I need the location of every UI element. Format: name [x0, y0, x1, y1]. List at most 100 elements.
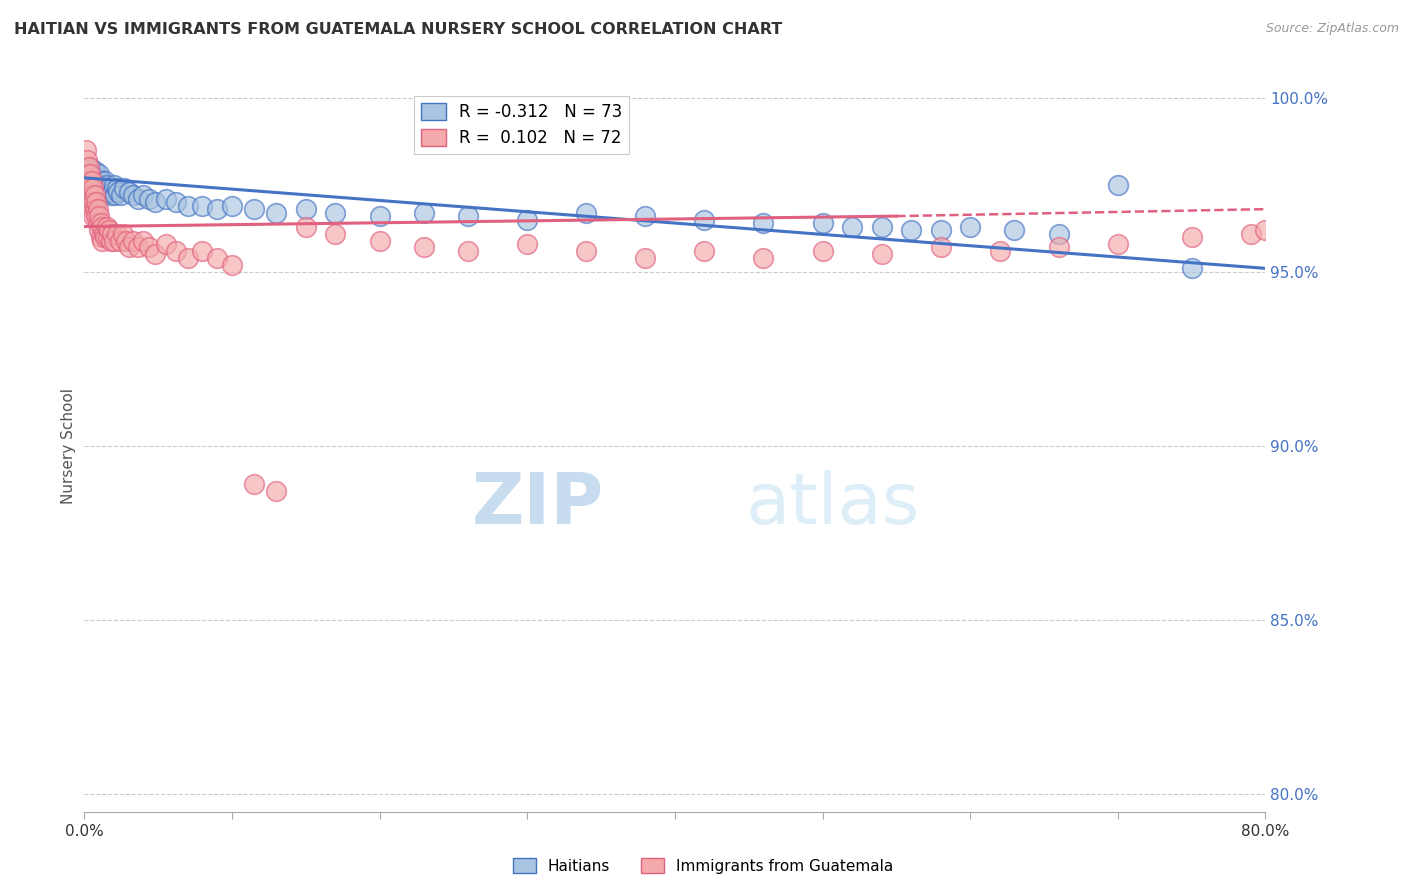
Point [82, 181, 104, 195]
Point [870, 219, 893, 234]
Point [155, 237, 177, 252]
Y-axis label: Nursery School: Nursery School [60, 388, 76, 504]
Point [870, 247, 893, 261]
Point [1181, 230, 1204, 244]
Point [138, 192, 160, 206]
Point [89, 167, 111, 181]
Point [693, 244, 716, 258]
Point [205, 251, 228, 265]
Point [104, 188, 127, 202]
Point [89, 178, 111, 192]
Point [89, 192, 111, 206]
Point [165, 195, 187, 210]
Point [90, 174, 112, 188]
Point [177, 199, 200, 213]
Point [165, 244, 187, 258]
Point [98, 223, 121, 237]
Point [122, 234, 145, 248]
Point [221, 199, 243, 213]
Point [83, 188, 105, 202]
Point [100, 188, 122, 202]
Point [83, 164, 105, 178]
Point [77, 181, 100, 195]
Legend: R = -0.312   N = 73, R =  0.102   N = 72: R = -0.312 N = 73, R = 0.102 N = 72 [413, 96, 628, 154]
Point [100, 234, 122, 248]
Point [221, 258, 243, 272]
Point [90, 185, 112, 199]
Point [988, 244, 1011, 258]
Point [84, 185, 107, 199]
Point [93, 181, 115, 195]
Point [77, 174, 100, 188]
Point [80, 188, 103, 202]
Point [457, 244, 479, 258]
Point [105, 227, 128, 241]
Point [90, 216, 112, 230]
Point [368, 234, 391, 248]
Point [79, 174, 101, 188]
Point [82, 181, 104, 195]
Point [143, 247, 166, 261]
Point [108, 234, 131, 248]
Point [127, 240, 149, 254]
Point [86, 181, 108, 195]
Point [97, 185, 120, 199]
Point [575, 244, 598, 258]
Point [959, 219, 981, 234]
Point [91, 178, 114, 192]
Point [143, 195, 166, 210]
Point [82, 170, 104, 185]
Point [101, 227, 124, 241]
Point [1107, 178, 1129, 192]
Point [80, 202, 103, 216]
Point [98, 181, 121, 195]
Point [103, 234, 125, 248]
Point [94, 230, 117, 244]
Point [83, 202, 105, 216]
Point [457, 209, 479, 223]
Point [243, 477, 266, 491]
Point [118, 185, 141, 199]
Point [1107, 237, 1129, 252]
Point [79, 181, 101, 195]
Point [264, 484, 288, 499]
Point [86, 202, 108, 216]
Point [413, 205, 436, 219]
Point [693, 212, 716, 227]
Point [91, 219, 114, 234]
Point [752, 216, 775, 230]
Point [76, 167, 98, 181]
Point [243, 202, 266, 216]
Point [90, 230, 112, 244]
Point [91, 188, 114, 202]
Point [86, 170, 108, 185]
Point [89, 209, 111, 223]
Text: atlas: atlas [745, 470, 920, 539]
Point [191, 199, 214, 213]
Text: Source: ZipAtlas.com: Source: ZipAtlas.com [1265, 22, 1399, 36]
Point [77, 188, 100, 202]
Point [80, 174, 103, 188]
Point [93, 227, 115, 241]
Point [82, 195, 104, 210]
Point [191, 244, 214, 258]
Point [77, 161, 100, 175]
Point [811, 216, 834, 230]
Point [1254, 223, 1277, 237]
Point [155, 192, 177, 206]
Point [929, 223, 952, 237]
Point [1181, 261, 1204, 276]
Point [929, 240, 952, 254]
Point [91, 234, 114, 248]
Point [83, 188, 105, 202]
Point [111, 227, 134, 241]
Point [1047, 240, 1070, 254]
Point [84, 174, 107, 188]
Point [323, 205, 347, 219]
Point [107, 185, 129, 199]
Point [86, 216, 108, 230]
Point [82, 195, 104, 210]
Point [127, 192, 149, 206]
Point [79, 167, 101, 181]
Point [118, 240, 141, 254]
